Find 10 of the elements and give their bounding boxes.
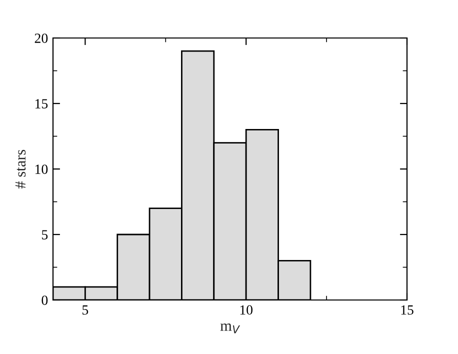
x-tick-label: 10 bbox=[240, 305, 253, 315]
y-tick-label: 15 bbox=[35, 99, 48, 108]
y-tick-label: 20 bbox=[34, 34, 48, 43]
y-axis-title: # stars bbox=[15, 150, 26, 188]
x-tick-label: 5 bbox=[82, 305, 88, 315]
x-axis-title: m$_{V}$ bbox=[220, 324, 240, 334]
y-tick-label: 0 bbox=[42, 296, 48, 305]
x-tick-label: 15 bbox=[401, 305, 414, 315]
y-tick-label: 5 bbox=[42, 230, 48, 240]
y-tick-label: 10 bbox=[35, 164, 48, 174]
